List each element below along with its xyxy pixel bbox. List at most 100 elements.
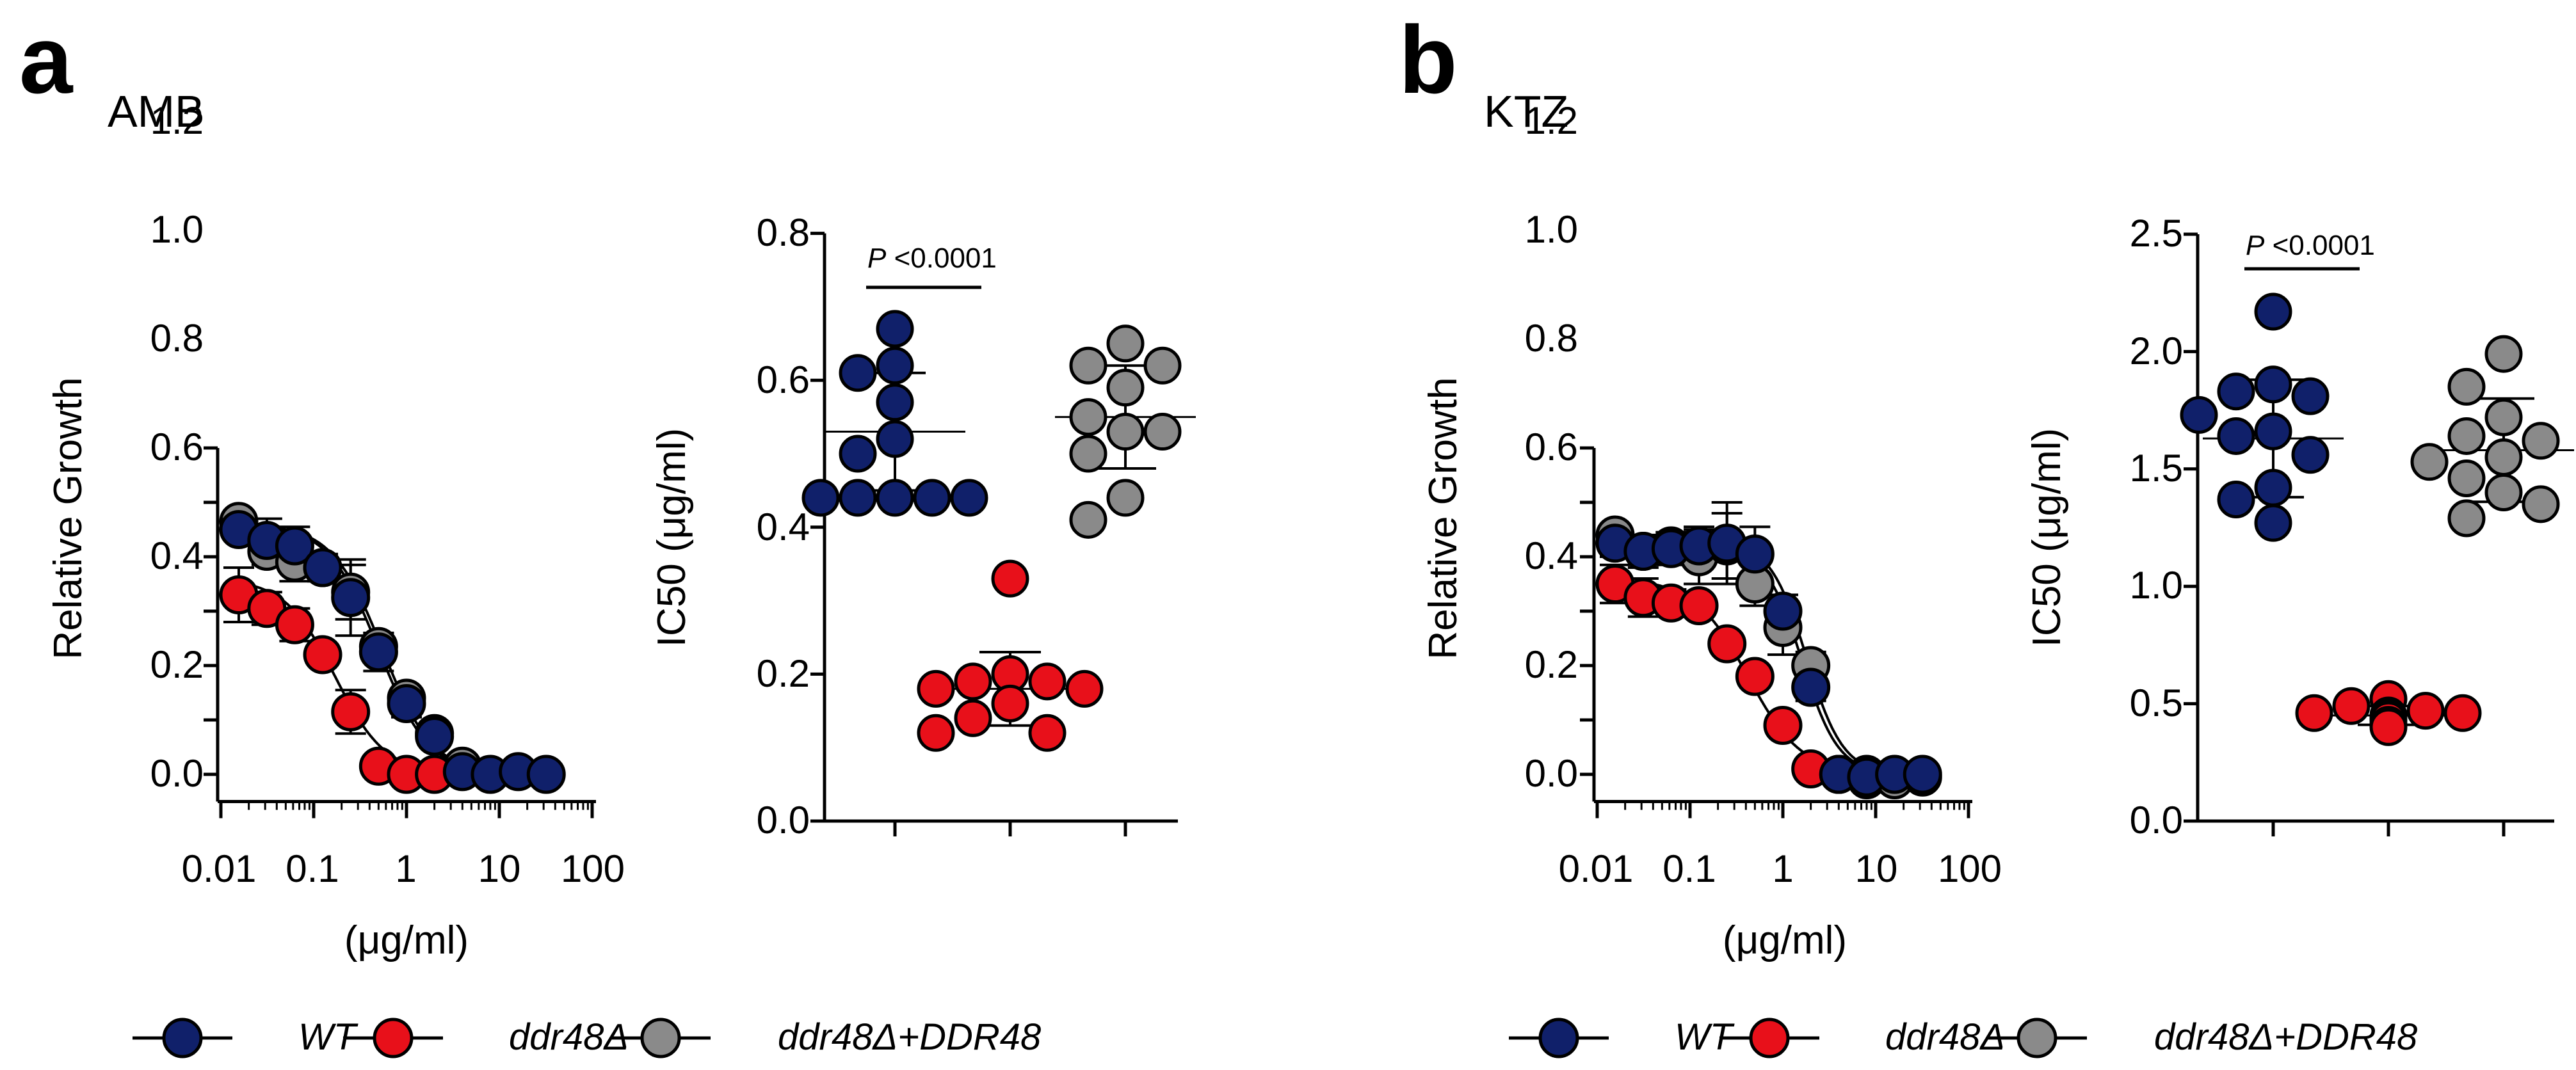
- ic50-point-wt: [876, 479, 914, 517]
- ylabel-dose-amb: Relative Growth: [46, 377, 90, 659]
- ic50-point-wt: [2254, 292, 2292, 331]
- ytick-label: 0.4: [757, 506, 810, 548]
- data-point-wt: [1791, 667, 1831, 707]
- ic50-point-wt: [839, 435, 877, 473]
- ytick-label: 1.2: [150, 99, 204, 142]
- ytick-label: 0.4: [150, 534, 204, 577]
- legend-marker: [162, 1018, 203, 1058]
- ic50-point-ddr48-ddr48: [1143, 346, 1182, 385]
- ytick-label: 0.8: [757, 211, 810, 254]
- data-point-wt: [415, 717, 455, 756]
- xtick-label: 0.01: [182, 847, 257, 890]
- legend-marker: [1538, 1018, 1579, 1058]
- dose-response-plot-ktz: Relative Growth (μg/ml) 0.0 0.2 0.4 0.6 …: [1421, 99, 2002, 962]
- ic50-point-ddr48-ddr48: [2447, 367, 2486, 406]
- ytick-label: 0.0: [1525, 752, 1578, 795]
- data-point-wt: [358, 632, 398, 672]
- legend-label-ddr48-ddr48: ddr48Δ+DDR48: [2154, 1016, 2417, 1058]
- xtick-label: 100: [561, 847, 625, 890]
- panel-letter-a: a: [19, 6, 74, 113]
- ylabel-ic50-ktz: IC50 (μg/ml): [2025, 428, 2069, 647]
- legend-panel-a: WT ddr48Δ ddr48Δ+DDR48: [133, 1016, 1041, 1058]
- ytick-label: 1.0: [150, 208, 204, 251]
- ic50-point-ddr48-ddr48: [2484, 473, 2523, 511]
- ytick-label: 0.6: [757, 358, 810, 401]
- legend-marker: [2017, 1018, 2057, 1058]
- legend-label-ddr48: ddr48Δ: [509, 1016, 629, 1058]
- ic50-point-ddr48-ddr48: [1143, 413, 1182, 451]
- data-point-wt: [303, 548, 342, 587]
- ytick-label: 0.2: [150, 643, 204, 686]
- legend-label-ddr48-ddr48: ddr48Δ+DDR48: [778, 1016, 1041, 1058]
- ic50-point-ddr48: [1028, 714, 1067, 752]
- legend-marker: [640, 1018, 681, 1058]
- ytick-label: 0.0: [150, 752, 204, 795]
- data-point-ddr48: [1735, 657, 1775, 696]
- ic50-point-ddr48: [1065, 669, 1104, 708]
- ylabel-dose-ktz: Relative Growth: [1421, 377, 1465, 659]
- ytick-label: 0.6: [1525, 426, 1578, 468]
- ic50-point-ddr48-ddr48: [2522, 422, 2560, 460]
- ic50-point-wt: [876, 420, 914, 458]
- ic50-point-ddr48: [954, 662, 992, 701]
- ytick-label: 1.0: [2130, 564, 2183, 607]
- ic50-point-wt: [2254, 365, 2292, 404]
- xtick-label: 10: [1855, 847, 1898, 890]
- ic50-point-ddr48-ddr48: [1069, 346, 1107, 385]
- data-point-wt: [275, 526, 314, 566]
- ic50-point-ddr48: [2332, 687, 2371, 725]
- xtick-label: 1: [395, 847, 416, 890]
- panel-letter-b: b: [1399, 6, 1458, 113]
- panel-drug-a: AMB: [108, 86, 205, 136]
- data-point-wt: [387, 684, 426, 723]
- ic50-plot-amb: IC50 (μg/ml) 0.0 0.2 0.4 0.6 0.8 P <0.00…: [650, 211, 1196, 842]
- ic50-plot-ktz: IC50 (μg/ml) 0.0 0.5 1.0 1.5 2.0 2.5 P <…: [2025, 212, 2574, 842]
- ic50-point-ddr48-ddr48: [2522, 485, 2560, 523]
- legend-label-ddr48: ddr48Δ: [1885, 1016, 2005, 1058]
- data-point-ddr48: [1679, 586, 1719, 625]
- ic50-point-ddr48-ddr48: [1106, 413, 1145, 451]
- xtick-label: 100: [1938, 847, 2002, 890]
- ytick-label: 1.0: [1525, 208, 1578, 251]
- dose-response-plot-amb: Relative Growth (μg/ml) 0.0 0.2 0.4 0.6 …: [46, 99, 625, 962]
- ic50-point-wt: [2254, 468, 2292, 507]
- ic50-point-ddr48: [2443, 694, 2482, 732]
- ic50-point-wt: [876, 383, 914, 422]
- ic50-point-wt: [2291, 436, 2330, 474]
- data-point-ddr48: [1763, 706, 1803, 745]
- ic50-point-wt: [950, 479, 988, 517]
- ic50-point-ddr48-ddr48: [1069, 435, 1107, 473]
- p-symbol: P: [867, 243, 887, 274]
- legend-label-wt: WT: [1675, 1016, 1735, 1058]
- ytick-label: 0.4: [1525, 534, 1578, 577]
- ytick-label: 0.5: [2130, 682, 2183, 724]
- xtick-label: 1: [1772, 847, 1793, 890]
- ic50-point-ddr48: [2295, 694, 2333, 732]
- ic50-point-ddr48-ddr48: [1106, 479, 1145, 517]
- ic50-point-ddr48-ddr48: [2447, 499, 2486, 538]
- ic50-point-ddr48-ddr48: [2484, 438, 2523, 476]
- xtick-label: 0.1: [286, 847, 339, 890]
- ic50-point-ddr48-ddr48: [2447, 417, 2486, 455]
- data-point-ddr48: [331, 692, 371, 731]
- ic50-point-ddr48-ddr48: [2484, 335, 2523, 373]
- ic50-point-wt: [2217, 372, 2255, 411]
- xtick-label: 0.1: [1662, 847, 1716, 890]
- ic50-point-ddr48-ddr48: [1069, 500, 1107, 539]
- ylabel-ic50-amb: IC50 (μg/ml): [650, 428, 694, 647]
- ic50-point-ddr48: [991, 684, 1029, 723]
- ic50-point-wt: [839, 479, 877, 517]
- data-point-ddr48: [1707, 624, 1747, 664]
- ic50-point-wt: [2217, 480, 2255, 518]
- ytick-label: 1.2: [1525, 99, 1578, 142]
- ic50-point-wt: [913, 479, 951, 517]
- data-point-ddr48: [303, 635, 342, 675]
- p-value-annotation: P <0.0001: [867, 243, 997, 274]
- ic50-point-ddr48-ddr48: [1106, 324, 1145, 363]
- ic50-point-ddr48: [2406, 692, 2445, 730]
- p-text: <0.0001: [2264, 230, 2375, 261]
- ic50-point-wt: [801, 479, 840, 517]
- ic50-point-wt: [2291, 377, 2330, 415]
- ic50-point-ddr48: [917, 669, 955, 708]
